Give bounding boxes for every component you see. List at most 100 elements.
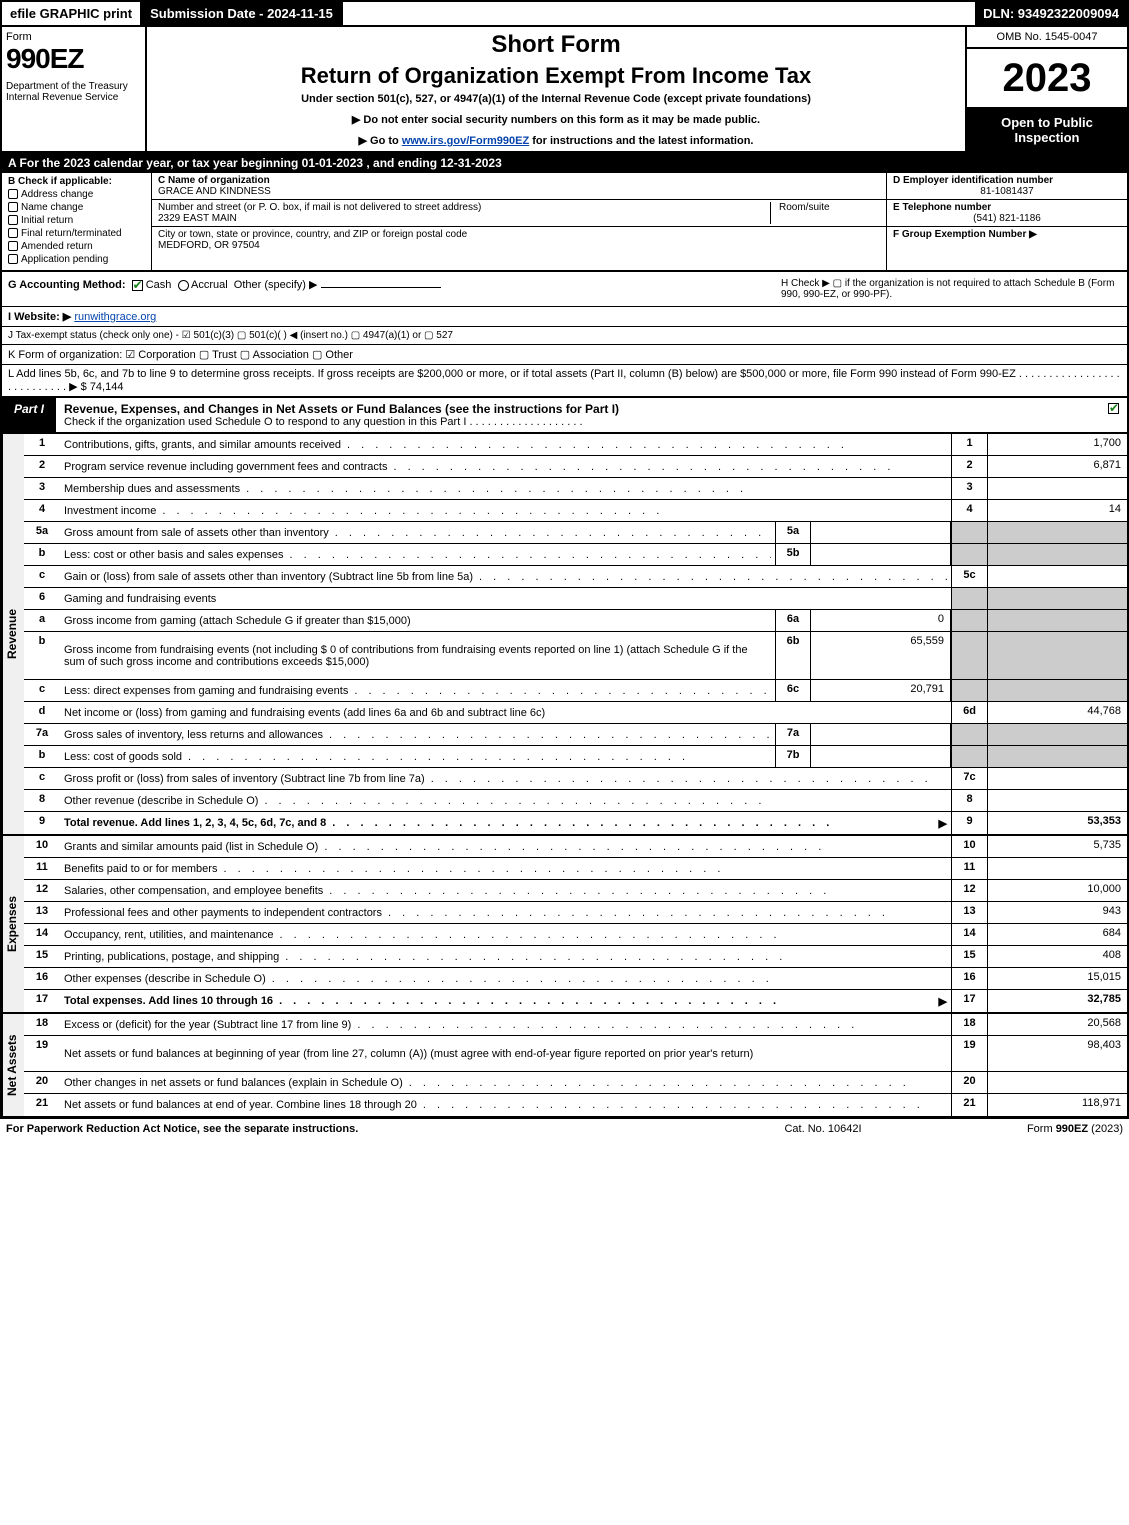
line-midnum: 6c xyxy=(775,680,811,701)
line-rnum: 16 xyxy=(951,968,987,989)
section-l: L Add lines 5b, 6c, and 7b to line 9 to … xyxy=(0,365,1129,397)
irs-link[interactable]: www.irs.gov/Form990EZ xyxy=(402,135,529,147)
section-k: K Form of organization: ☑ Corporation ▢ … xyxy=(0,345,1129,365)
arrow-icon: ▶ xyxy=(939,817,947,830)
line-midnum: 6b xyxy=(775,632,811,679)
b-opt-label: Final return/terminated xyxy=(21,228,122,239)
department: Department of the Treasury Internal Reve… xyxy=(6,81,141,103)
line-num: c xyxy=(24,768,60,789)
header-center: Short Form Return of Organization Exempt… xyxy=(147,27,967,151)
other-input[interactable] xyxy=(321,287,441,288)
line-rval: 44,768 xyxy=(987,702,1127,723)
line-16: 16 Other expenses (describe in Schedule O… xyxy=(24,968,1127,990)
line-4: 4Investment income. . . . . . . . . . . … xyxy=(24,500,1127,522)
line-6a: aGross income from gaming (attach Schedu… xyxy=(24,610,1127,632)
c-street-row: Number and street (or P. O. box, if mail… xyxy=(152,200,886,227)
dots: . . . . . . . . . . . . . . . . . . . . … xyxy=(217,863,947,875)
line-desc: Net assets or fund balances at end of ye… xyxy=(64,1099,417,1111)
section-a: A For the 2023 calendar year, or tax yea… xyxy=(0,153,1129,173)
website-link[interactable]: runwithgrace.org xyxy=(74,311,156,323)
section-b: B Check if applicable: Address change Na… xyxy=(2,173,152,270)
line-num: 3 xyxy=(24,478,60,499)
b-opt-initial[interactable]: Initial return xyxy=(8,215,145,226)
line-rnum xyxy=(951,632,987,679)
efile-label[interactable]: efile GRAPHIC print xyxy=(2,2,142,25)
line-2: 2Program service revenue including gover… xyxy=(24,456,1127,478)
public-inspection-badge: Open to Public Inspection xyxy=(967,107,1127,151)
dots: . . . . . . . . . . . . . . . . . . . . … xyxy=(351,1019,947,1031)
line-desc: Less: cost or other basis and sales expe… xyxy=(64,549,284,561)
line-rnum: 1 xyxy=(951,434,987,455)
line-num: 8 xyxy=(24,790,60,811)
line-desc: Other expenses (describe in Schedule O) xyxy=(64,973,266,985)
line-rnum: 11 xyxy=(951,858,987,879)
cash-checkbox[interactable] xyxy=(132,280,143,291)
line-num: 13 xyxy=(24,902,60,923)
b-opt-amended[interactable]: Amended return xyxy=(8,241,145,252)
line-rval xyxy=(987,724,1127,745)
b-opt-address[interactable]: Address change xyxy=(8,189,145,200)
dots: . . . . . . . . . . . . . . . . . . . . … xyxy=(284,549,771,561)
dln: DLN: 93492322009094 xyxy=(975,2,1127,25)
line-rval: 14 xyxy=(987,500,1127,521)
b-opt-final[interactable]: Final return/terminated xyxy=(8,228,145,239)
room-suite: Room/suite xyxy=(770,202,880,224)
line-rval: 32,785 xyxy=(987,990,1127,1012)
ein: 81-1081437 xyxy=(893,186,1121,197)
checkbox-icon xyxy=(8,202,18,212)
accrual-radio[interactable] xyxy=(178,280,189,291)
dots: . . . . . . . . . . . . . . . . . . . . … xyxy=(274,929,947,941)
c-name-row: C Name of organization GRACE AND KINDNES… xyxy=(152,173,886,200)
netassets-table: Net Assets 18Excess or (deficit) for the… xyxy=(0,1014,1129,1118)
revenue-vtab: Revenue xyxy=(2,434,24,834)
line-desc: Gross profit or (loss) from sales of inv… xyxy=(64,773,425,785)
b-header: B Check if applicable: xyxy=(8,176,145,187)
line-num: b xyxy=(24,746,60,767)
line-rval: 20,568 xyxy=(987,1014,1127,1035)
f-label: F Group Exemption Number ▶ xyxy=(893,229,1037,240)
line-num: c xyxy=(24,566,60,587)
c-city-label: City or town, state or province, country… xyxy=(158,229,467,240)
b-opt-label: Initial return xyxy=(21,215,73,226)
line-desc: Net assets or fund balances at beginning… xyxy=(64,1048,753,1060)
b-opt-pending[interactable]: Application pending xyxy=(8,254,145,265)
line-desc: Gross income from gaming (attach Schedul… xyxy=(64,615,411,627)
line-desc: Salaries, other compensation, and employ… xyxy=(64,885,323,897)
line-midnum: 5a xyxy=(775,522,811,543)
inst2-pre: ▶ Go to xyxy=(359,135,402,147)
g-accrual: Accrual xyxy=(191,279,228,291)
b-opt-name[interactable]: Name change xyxy=(8,202,145,213)
telephone: (541) 821-1186 xyxy=(893,213,1121,224)
line-desc: Net income or (loss) from gaming and fun… xyxy=(64,707,545,719)
line-rval xyxy=(987,680,1127,701)
line-desc: Printing, publications, postage, and shi… xyxy=(64,951,279,963)
line-desc: Grants and similar amounts paid (list in… xyxy=(64,841,318,853)
line-rnum: 20 xyxy=(951,1072,987,1093)
line-13: 13Professional fees and other payments t… xyxy=(24,902,1127,924)
schedule-o-checkbox[interactable] xyxy=(1108,403,1119,414)
line-rval xyxy=(987,1072,1127,1093)
line-rval: 943 xyxy=(987,902,1127,923)
netassets-vtab: Net Assets xyxy=(2,1014,24,1116)
inst2-post: for instructions and the latest informat… xyxy=(529,135,753,147)
line-midval: 65,559 xyxy=(811,632,951,679)
part-i-check xyxy=(1100,398,1127,432)
dots: . . . . . . . . . . . . . . . . . . . . … xyxy=(348,685,771,697)
dots: . . . . . . . . . . . . . . . . . . . . … xyxy=(329,527,771,539)
line-rnum: 15 xyxy=(951,946,987,967)
line-6c: cLess: direct expenses from gaming and f… xyxy=(24,680,1127,702)
line-rnum: 18 xyxy=(951,1014,987,1035)
line-num: 19 xyxy=(24,1036,60,1071)
line-num: 2 xyxy=(24,456,60,477)
page-footer: For Paperwork Reduction Act Notice, see … xyxy=(0,1118,1129,1139)
line-17: 17Total expenses. Add lines 10 through 1… xyxy=(24,990,1127,1012)
dots: . . . . . . . . . . . . . . . . . . . . … xyxy=(473,571,947,583)
line-num: b xyxy=(24,544,60,565)
line-rnum: 6d xyxy=(951,702,987,723)
line-num: 7a xyxy=(24,724,60,745)
dots: . . . . . . . . . . . . . . . . . . . . … xyxy=(156,505,947,517)
c-street-label: Number and street (or P. O. box, if mail… xyxy=(158,202,481,213)
line-num: 1 xyxy=(24,434,60,455)
line-1: 1Contributions, gifts, grants, and simil… xyxy=(24,434,1127,456)
b-opt-label: Amended return xyxy=(21,241,93,252)
